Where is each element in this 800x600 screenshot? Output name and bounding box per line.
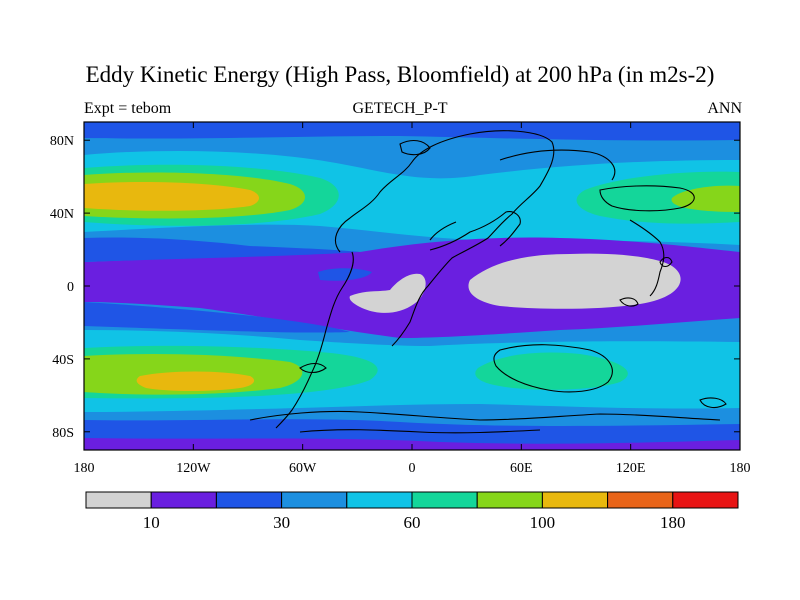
x-tick-label: 60E <box>510 461 533 476</box>
colorbar-box <box>476 491 543 509</box>
coastline-africa <box>429 211 521 251</box>
x-axis: 180 120W 60W 0 60E 120E 180 <box>74 122 751 476</box>
coastlines <box>249 130 727 434</box>
y-tick-label: 40N <box>50 207 74 222</box>
y-tick-label: 40S <box>52 353 74 368</box>
contour-band-nh-orange <box>84 182 259 211</box>
experiment-label: Expt = tebom <box>84 100 172 117</box>
x-tick-label: 180 <box>730 461 751 476</box>
coastline-australia <box>493 344 613 393</box>
colorbar-box <box>215 491 283 509</box>
colorbar-box <box>607 491 674 509</box>
y-axis: 80N 40N 0 40S 80S <box>50 134 740 441</box>
coastline-eurasia-east <box>499 149 616 181</box>
coastline-pacific-islands <box>619 297 639 307</box>
x-tick-label: 0 <box>409 461 416 476</box>
coastline-antarctica-lower <box>299 429 541 434</box>
x-tick-label: 120E <box>616 461 646 476</box>
y-tick-label: 80N <box>50 134 74 149</box>
colorbar-box <box>411 491 478 509</box>
coastline-americas <box>335 130 555 347</box>
colorbar-box <box>85 491 152 509</box>
contour-band-ne-green <box>576 171 740 224</box>
colorbar-box <box>541 491 609 509</box>
contour-min-atlantic <box>349 273 426 313</box>
colorbar-box <box>281 491 348 509</box>
y-tick-label: 0 <box>67 280 74 295</box>
season-label: ANN <box>707 100 742 117</box>
x-tick-label: 180 <box>74 461 95 476</box>
colorbar-label: 100 <box>530 513 556 532</box>
coastline-nz <box>699 397 727 409</box>
colorbar-label: 10 <box>143 513 160 532</box>
dataset-label: GETECH_P-T <box>352 100 448 117</box>
coastline-se-asia <box>629 219 665 297</box>
coastline-east-africa-rift <box>429 221 457 241</box>
contour-band-tropics-blue-patch <box>318 268 372 281</box>
contour-field <box>84 122 740 450</box>
colorbar: 10 30 60 100 180 <box>85 491 739 532</box>
coastline-asia-islands <box>599 185 695 212</box>
y-tick-label: 80S <box>52 426 74 441</box>
colorbar-box <box>346 491 413 509</box>
coastline-antarctica <box>249 410 721 421</box>
contour-band-sio-green <box>475 352 628 390</box>
contour-min-indian <box>468 253 681 309</box>
contour-band-nh-blue <box>84 237 360 262</box>
contour-band-north-polar <box>84 122 740 141</box>
coastline-indonesia <box>659 256 673 268</box>
coastline-north-islands <box>399 139 431 156</box>
x-tick-label: 120W <box>176 461 211 476</box>
contour-band-sh-orange <box>136 371 255 391</box>
x-tick-label: 60W <box>289 461 317 476</box>
colorbar-box <box>150 491 217 509</box>
coastline-south-georgia <box>299 362 327 374</box>
plot-title: Eddy Kinetic Energy (High Pass, Bloomfie… <box>85 62 715 87</box>
colorbar-label: 180 <box>660 513 686 532</box>
colorbar-box <box>672 491 739 509</box>
colorbar-label: 30 <box>273 513 290 532</box>
coastline-south-america <box>275 251 354 429</box>
colorbar-label: 60 <box>404 513 421 532</box>
contour-band-sh-blue <box>84 302 350 333</box>
